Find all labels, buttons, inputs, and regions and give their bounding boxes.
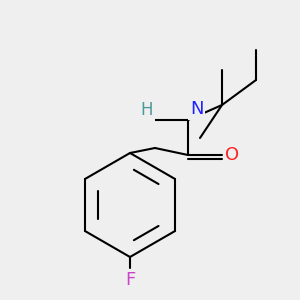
Text: H: H <box>140 101 153 119</box>
Text: F: F <box>125 271 135 289</box>
Text: N: N <box>190 100 203 118</box>
Text: O: O <box>225 146 239 164</box>
